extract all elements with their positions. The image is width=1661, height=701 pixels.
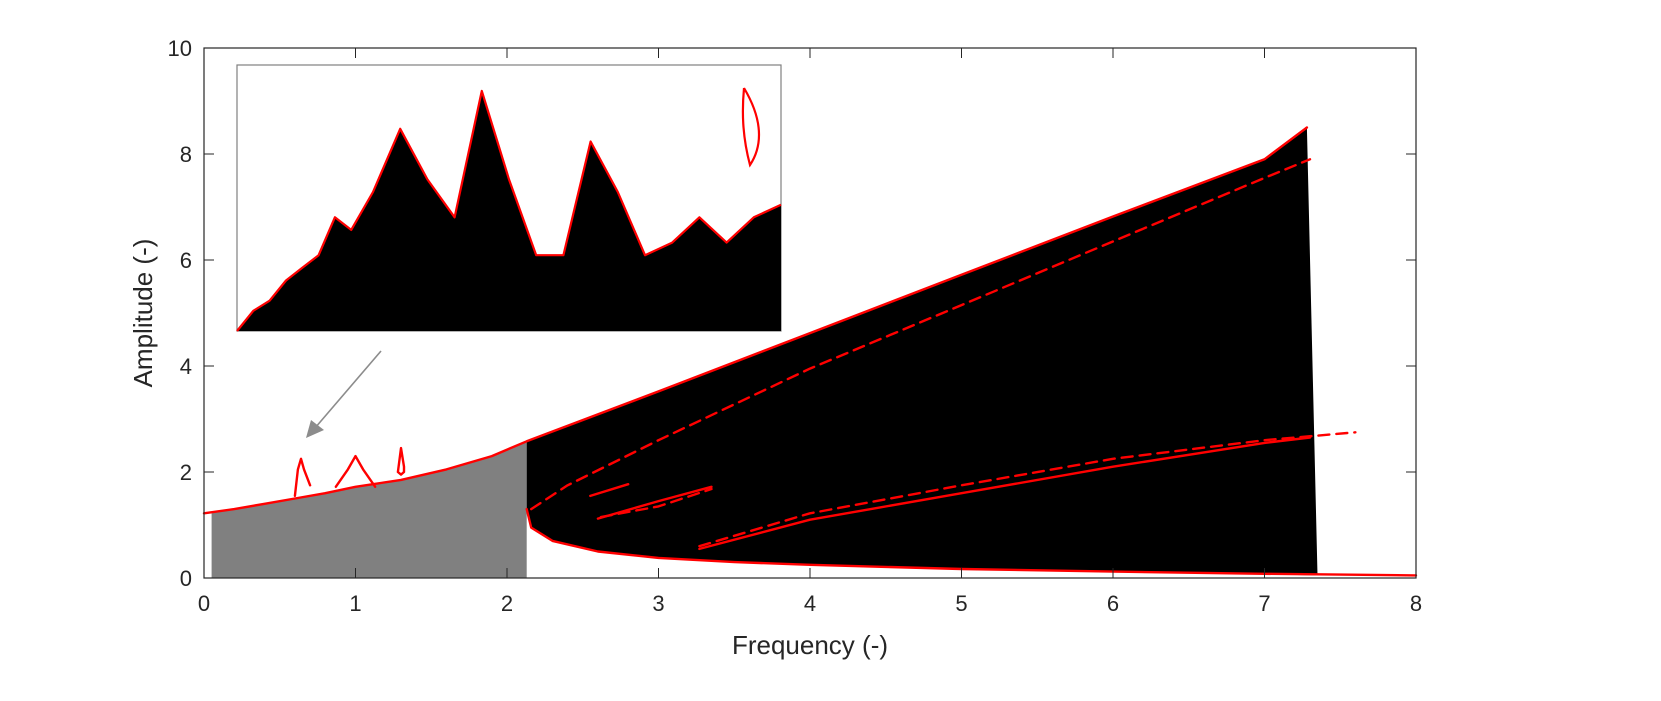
- x-tick-label: 7: [1258, 591, 1270, 616]
- x-tick-label: 2: [501, 591, 513, 616]
- x-axis-title: Frequency (-): [732, 630, 888, 660]
- series-line-9: [334, 454, 377, 488]
- inset-isolated-loop: [741, 87, 761, 168]
- x-tick-label: 3: [652, 591, 664, 616]
- inset-plot: [236, 64, 782, 332]
- inset-fill: [237, 90, 781, 332]
- series-line-1: [525, 507, 1418, 577]
- series-line-8: [396, 446, 406, 476]
- series-line-10: [293, 457, 312, 498]
- fill-region-gray-0: [211, 441, 527, 578]
- series-line-3: [698, 436, 1312, 551]
- series-line-4: [698, 431, 1357, 548]
- series-layer: [202, 126, 1418, 577]
- x-tick-label: 0: [198, 591, 210, 616]
- arrow-head: [306, 420, 324, 438]
- x-tick-label: 1: [349, 591, 361, 616]
- y-tick-label: 4: [180, 354, 192, 379]
- series-line-2: [530, 158, 1312, 511]
- y-tick-label: 0: [180, 566, 192, 591]
- inset-curve: [236, 89, 782, 332]
- y-tick-label: 10: [168, 36, 192, 61]
- x-tick-label: 6: [1107, 591, 1119, 616]
- series-line-6: [599, 487, 713, 519]
- y-tick-label: 2: [180, 460, 192, 485]
- x-tick-label: 8: [1410, 591, 1422, 616]
- x-tick-label: 5: [955, 591, 967, 616]
- arrow-shaft: [314, 350, 382, 429]
- y-tick-label: 6: [180, 248, 192, 273]
- y-axis-title: Amplitude (-): [128, 239, 158, 388]
- y-tick-label: 8: [180, 142, 192, 167]
- inset-pointer-arrow: [306, 350, 382, 438]
- series-line-0: [202, 126, 1309, 515]
- ticks-layer: 0 1 2 3 4 5 6 7 8 0 2 4 6 8 10: [168, 36, 1423, 616]
- series-line-7: [589, 483, 630, 498]
- x-tick-label: 4: [804, 591, 816, 616]
